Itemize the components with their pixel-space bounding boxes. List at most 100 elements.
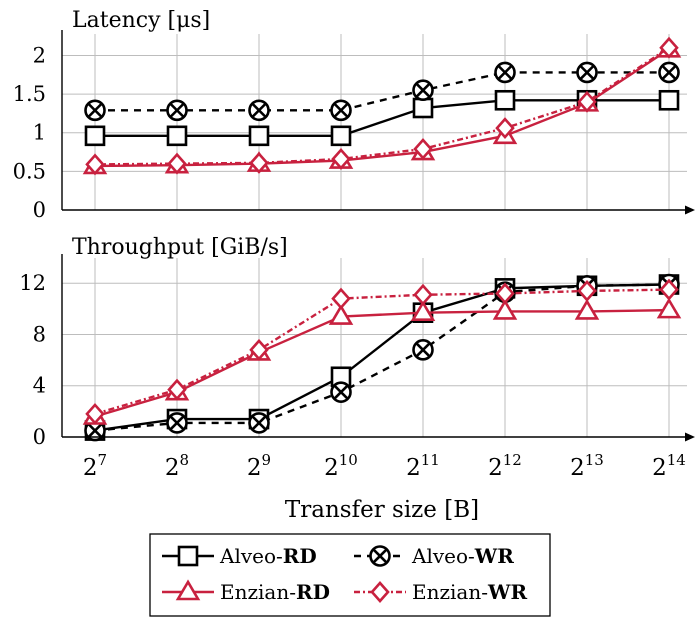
data-point-enzian-wr xyxy=(577,279,597,302)
series-line-enzian-rd xyxy=(94,48,670,168)
series-alveo-wr xyxy=(84,273,680,442)
data-point-alveo-wr xyxy=(166,99,188,122)
legend-frame xyxy=(149,533,551,617)
series-enzian-rd xyxy=(82,297,682,425)
throughput-axes xyxy=(61,254,695,442)
data-point-alveo-wr xyxy=(166,412,188,434)
series-line-enzian-wr xyxy=(94,288,670,416)
data-point-enzian-wr xyxy=(331,287,351,310)
data-point-enzian-rd xyxy=(574,298,600,320)
y-tick-label: 0 xyxy=(33,198,46,222)
throughput-panel-title: Throughput [GiB/s] xyxy=(72,235,288,260)
data-point-alveo-rd xyxy=(494,89,516,111)
data-point-enzian-wr xyxy=(249,338,269,361)
data-point-alveo-wr xyxy=(576,61,598,84)
data-point-alveo-rd xyxy=(330,125,352,147)
x-tick-label: 212 xyxy=(488,451,522,481)
data-point-alveo-rd xyxy=(658,89,680,111)
data-point-enzian-rd xyxy=(410,300,436,321)
y-tick-label: 2 xyxy=(33,43,46,67)
latency-grid xyxy=(62,34,687,210)
data-point-enzian-wr xyxy=(413,283,433,306)
data-point-enzian-rd xyxy=(656,297,682,319)
data-point-enzian-wr xyxy=(495,117,515,140)
latency-axes xyxy=(61,30,695,215)
y-tick-label: 0.5 xyxy=(13,159,46,183)
data-point-enzian-wr xyxy=(495,282,515,305)
legend-item-enzian-rd: Enzian-RD xyxy=(162,579,330,604)
data-point-alveo-rd xyxy=(84,125,106,147)
legend-label: Alveo-WR xyxy=(411,544,514,568)
data-point-enzian-wr xyxy=(413,137,433,160)
data-point-enzian-wr xyxy=(167,378,187,401)
data-point-enzian-rd xyxy=(328,303,354,325)
data-point-alveo-wr xyxy=(84,419,106,442)
data-point-alveo-wr xyxy=(330,99,352,122)
data-point-enzian-wr xyxy=(331,148,351,170)
x-axis-arrowhead xyxy=(685,432,695,442)
latency-y-ticks: 0 0.5 1 1.5 2 xyxy=(13,43,46,222)
x-tick-label: 27 xyxy=(83,451,107,481)
series-line-alveo-wr xyxy=(94,283,670,432)
legend-item-enzian-wr: Enzian-WR xyxy=(354,580,527,604)
series-line-enzian-rd xyxy=(94,308,670,418)
latency-series xyxy=(82,36,682,176)
data-point-enzian-wr xyxy=(659,36,679,59)
x-axis-label: Transfer size [B] xyxy=(285,497,479,523)
data-point-enzian-wr xyxy=(659,278,679,301)
data-point-alveo-wr xyxy=(412,79,434,102)
legend: Alveo-RD Alveo-WR Enzian-RD Enzian-WR xyxy=(149,533,551,617)
x-tick-label: 211 xyxy=(406,451,440,481)
throughput-panel: Throughput [GiB/s] 0 4 8 12 xyxy=(19,235,695,449)
legend-marker xyxy=(369,545,391,567)
data-point-alveo-wr xyxy=(330,381,352,403)
data-point-enzian-wr xyxy=(85,153,105,176)
data-point-enzian-rd xyxy=(492,298,518,320)
y-tick-label: 4 xyxy=(33,374,46,398)
series-enzian-wr xyxy=(85,36,679,176)
legend-marker xyxy=(177,545,199,567)
x-tick-label: 29 xyxy=(247,451,271,481)
data-point-enzian-wr xyxy=(249,151,269,174)
data-point-enzian-wr xyxy=(167,152,187,175)
legend-item-alveo-rd: Alveo-RD xyxy=(162,544,317,568)
data-point-alveo-wr xyxy=(494,61,516,84)
x-tick-label: 28 xyxy=(165,451,189,481)
latency-panel: Latency [μs] 0 0.5 1 1.5 2 xyxy=(13,8,695,222)
y-tick-label: 0 xyxy=(33,425,46,449)
legend-marker xyxy=(175,579,201,601)
y-tick-label: 8 xyxy=(33,322,46,346)
legend-label: Enzian-WR xyxy=(412,580,527,604)
x-tick-label: 213 xyxy=(570,451,604,481)
series-line-alveo-wr xyxy=(95,71,669,112)
data-point-enzian-wr xyxy=(85,402,105,425)
x-tick-label: 210 xyxy=(324,451,358,481)
legend-label: Enzian-RD xyxy=(220,580,330,604)
legend-item-alveo-wr: Alveo-WR xyxy=(354,544,514,568)
data-point-alveo-rd xyxy=(412,97,434,119)
data-point-alveo-wr xyxy=(248,99,270,122)
data-point-alveo-wr xyxy=(412,339,434,361)
x-tick-label: 214 xyxy=(652,451,686,481)
data-point-alveo-wr xyxy=(84,99,106,122)
legend-marker xyxy=(370,581,390,603)
series-line-alveo-rd xyxy=(95,99,669,138)
throughput-y-ticks: 0 4 8 12 xyxy=(19,271,46,449)
y-tick-label: 1.5 xyxy=(13,82,46,106)
data-point-alveo-wr xyxy=(658,61,680,84)
series-alveo-rd xyxy=(84,89,680,147)
data-point-alveo-rd xyxy=(166,125,188,147)
legend-label: Alveo-RD xyxy=(219,544,317,568)
y-tick-label: 1 xyxy=(33,121,46,145)
data-point-alveo-wr xyxy=(248,412,270,434)
throughput-series xyxy=(82,273,682,442)
series-enzian-wr xyxy=(85,278,679,425)
series-line-enzian-wr xyxy=(94,46,670,166)
latency-panel-title: Latency [μs] xyxy=(72,8,210,33)
y-tick-label: 12 xyxy=(19,271,46,295)
data-point-alveo-rd xyxy=(248,125,270,147)
data-point-enzian-wr xyxy=(577,90,597,113)
x-tick-labels: 27 28 29 210 211 212 213 214 xyxy=(83,451,686,481)
series-alveo-wr xyxy=(84,61,680,122)
